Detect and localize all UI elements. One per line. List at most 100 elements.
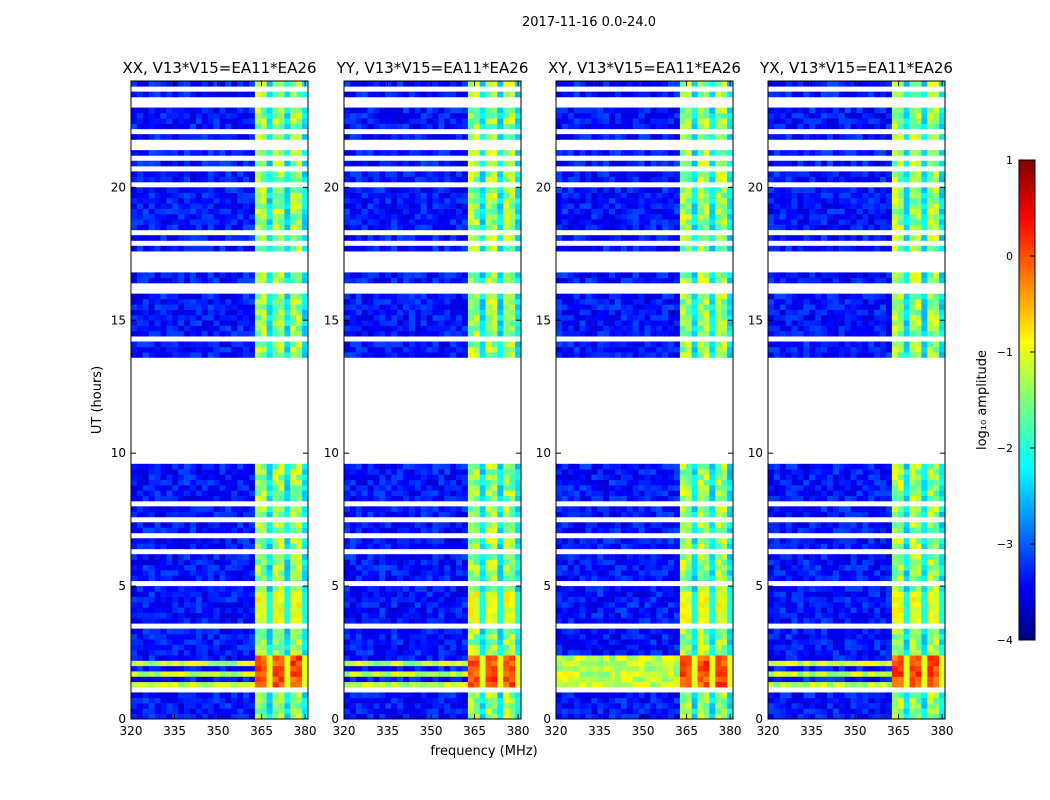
heatmap-cell [420, 591, 427, 598]
heatmap-cell [207, 713, 214, 720]
heatmap-cell [266, 591, 273, 598]
heatmap-cell [467, 272, 475, 279]
heatmap-cell [344, 570, 351, 576]
heatmap-cell [467, 192, 475, 199]
heatmap-cell [190, 708, 197, 714]
heatmap-cell [344, 671, 351, 677]
heatmap-cell [172, 277, 179, 284]
heatmap-cell [414, 91, 421, 98]
heatmap-cell [379, 192, 386, 199]
heatmap-cell [178, 570, 185, 576]
heatmap-cell [361, 304, 368, 310]
heatmap-cell [444, 272, 451, 279]
heatmap-cell [644, 660, 651, 667]
heatmap-cell [172, 649, 179, 656]
heatmap-cell [195, 112, 203, 119]
heatmap-cell [497, 490, 504, 496]
heatmap-cell [420, 341, 427, 348]
heatmap-cell [391, 559, 398, 566]
heatmap-cell [260, 713, 267, 720]
heatmap-cell [148, 235, 155, 241]
heatmap-cell [426, 325, 433, 332]
heatmap-cell [650, 655, 657, 661]
heatmap-cell [656, 708, 663, 714]
heatmap-cell [408, 527, 416, 534]
heatmap-cell [420, 671, 427, 677]
y-tick-label: 15 [111, 313, 126, 327]
heatmap-cell [201, 692, 208, 699]
heatmap-cell [284, 245, 291, 252]
heatmap-cell [391, 708, 398, 714]
heatmap-cell [414, 277, 421, 284]
heatmap-cell [403, 522, 410, 528]
heatmap-cell [509, 703, 516, 709]
heatmap-cell [160, 314, 167, 321]
heatmap-cell [184, 123, 191, 130]
heatmap-cell [479, 213, 486, 220]
heatmap-cell [397, 692, 404, 699]
heatmap-cell [178, 187, 185, 193]
heatmap-cell [414, 314, 421, 321]
heatmap-cell [243, 325, 250, 332]
heatmap-cell [420, 309, 427, 316]
heatmap-cell [195, 298, 203, 305]
heatmap-cell [479, 192, 486, 199]
heatmap-cell [290, 490, 297, 496]
heatmap-cell [225, 479, 232, 486]
heatmap-cell [391, 570, 398, 576]
heatmap-cell [254, 320, 262, 326]
heatmap-cell [414, 81, 421, 87]
heatmap-cell [272, 522, 279, 528]
heatmap-cell [184, 469, 191, 475]
heatmap-cell [231, 81, 238, 87]
heatmap-cell [178, 235, 185, 241]
heatmap-cell [290, 91, 297, 98]
heatmap-cell [426, 607, 433, 613]
heatmap-cell [579, 692, 586, 699]
heatmap-cell [485, 639, 492, 645]
heatmap-cell [467, 293, 475, 300]
heatmap-cell [142, 628, 149, 635]
heatmap-cell [344, 293, 351, 300]
heatmap-cell [391, 474, 398, 481]
heatmap-cell [420, 479, 427, 486]
heatmap-cell [296, 655, 303, 661]
heatmap-cell [497, 213, 504, 220]
heatmap-cell [462, 671, 469, 677]
heatmap-cell [349, 554, 357, 560]
heatmap-cell [195, 325, 203, 332]
heatmap-cell [497, 681, 504, 688]
heatmap-cell [414, 511, 421, 518]
heatmap-cell [397, 697, 404, 704]
heatmap-cell [260, 203, 267, 209]
heatmap-cell [485, 325, 492, 332]
heatmap-cell [237, 671, 244, 677]
heatmap-cell [148, 479, 155, 486]
heatmap-cell [467, 304, 475, 310]
heatmap-cell [284, 325, 291, 332]
heatmap-cell [219, 644, 226, 651]
heatmap-cell [420, 612, 427, 619]
heatmap-cell [444, 346, 451, 353]
heatmap-cell [385, 352, 392, 358]
heatmap-cell [136, 612, 144, 619]
heatmap-cell [462, 708, 469, 714]
heatmap-cell [302, 596, 309, 603]
heatmap-cell [290, 330, 297, 337]
heatmap-cell [260, 160, 267, 167]
heatmap-cell [284, 160, 291, 167]
heatmap-cell [420, 160, 427, 167]
heatmap-cell [709, 713, 716, 720]
heatmap-cell [403, 187, 410, 193]
heatmap-cell [296, 665, 303, 672]
heatmap-cell [391, 564, 398, 571]
heatmap-cell [136, 713, 144, 720]
heatmap-cell [249, 150, 256, 156]
heatmap-cell [491, 564, 498, 571]
heatmap-cell [302, 134, 309, 140]
heatmap-cell [296, 245, 303, 252]
heatmap-cell [136, 325, 144, 332]
heatmap-cell [344, 527, 351, 534]
heatmap-cell [397, 330, 404, 337]
